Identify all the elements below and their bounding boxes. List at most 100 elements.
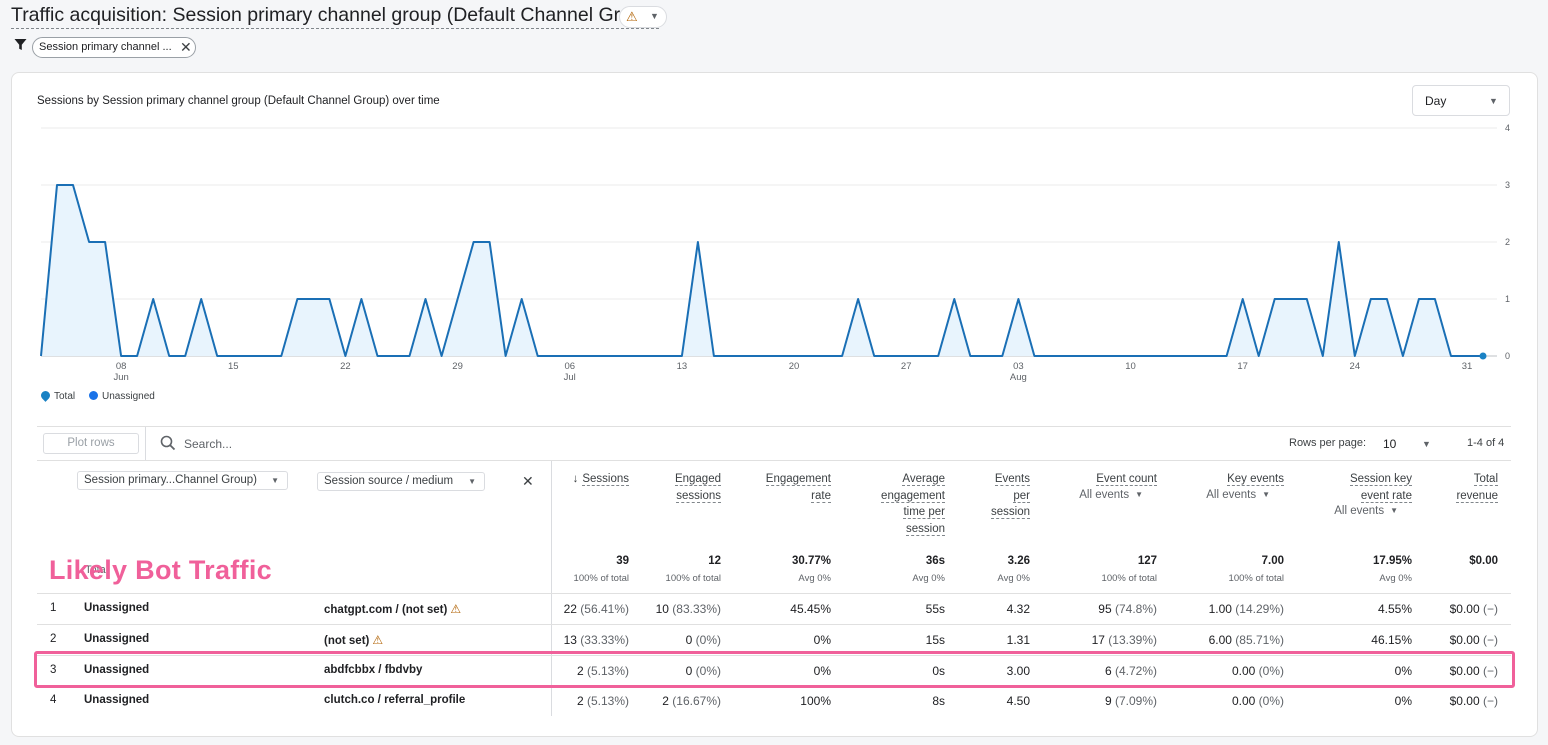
source-medium-text: chatgpt.com / (not set) bbox=[324, 604, 448, 616]
total-marker bbox=[1479, 352, 1487, 360]
metric-value: $0.00 bbox=[1449, 602, 1480, 616]
legend-unassigned[interactable]: Unassigned bbox=[89, 391, 155, 402]
event-filter-select[interactable]: All events ▼ bbox=[1144, 489, 1284, 501]
metric-cell: 1.31 bbox=[900, 633, 1030, 647]
column-header-label: time per bbox=[903, 506, 945, 519]
secondary-dimension-select[interactable]: Session source / medium ▼ bbox=[317, 472, 485, 491]
metric-value: 6 bbox=[1104, 664, 1112, 678]
bot-traffic-annotation: Likely Bot Traffic bbox=[49, 555, 272, 585]
title-warning-button[interactable]: ⚠ ▼ bbox=[619, 6, 667, 28]
metric-cell: 22 (56.41%) bbox=[499, 602, 629, 616]
source-medium-cell[interactable]: chatgpt.com / (not set) ⚠ bbox=[324, 602, 461, 616]
total-subtext: 100% of total bbox=[1228, 573, 1284, 584]
metric-value: 10 bbox=[655, 602, 669, 616]
metric-value: 13 bbox=[563, 633, 577, 647]
source-medium-cell[interactable]: clutch.co / referral_profile bbox=[324, 694, 465, 706]
metric-percent: (−) bbox=[1479, 633, 1498, 647]
metric-value: 55s bbox=[925, 602, 945, 616]
source-medium-cell[interactable]: (not set) ⚠ bbox=[324, 633, 383, 647]
close-icon[interactable]: ✕ bbox=[180, 39, 192, 55]
metric-cell: 0.00 (0%) bbox=[1154, 694, 1284, 708]
metric-value: 0.00 bbox=[1231, 694, 1256, 708]
metric-cell: 4.55% bbox=[1282, 602, 1412, 616]
metric-cell: 0s bbox=[815, 664, 945, 678]
metric-value: $0.00 bbox=[1449, 664, 1480, 678]
caret-down-icon: ▼ bbox=[1262, 489, 1270, 499]
metric-cell: $0.00 (−) bbox=[1368, 664, 1498, 678]
metric-value: 22 bbox=[563, 602, 577, 616]
x-tick-label: 06 bbox=[564, 361, 575, 372]
metric-cell: 46.15% bbox=[1282, 633, 1412, 647]
metric-cell: $0.00 (−) bbox=[1368, 602, 1498, 616]
filter-chip[interactable]: Session primary channel ... ✕ bbox=[32, 37, 196, 58]
column-header[interactable]: Engagement rate bbox=[691, 471, 831, 504]
metric-cell: 2 (5.13%) bbox=[499, 694, 629, 708]
metric-cell: 0 (0%) bbox=[591, 633, 721, 647]
metric-percent: (13.39%) bbox=[1104, 633, 1157, 647]
column-header[interactable]: Event count bbox=[1017, 471, 1157, 488]
column-header-label: per bbox=[1013, 489, 1030, 503]
search-input[interactable]: Search... bbox=[184, 437, 233, 451]
row-index: 1 bbox=[50, 602, 57, 614]
warning-icon[interactable]: ⚠ bbox=[450, 602, 462, 616]
column-header[interactable]: Events per session bbox=[890, 471, 1030, 521]
caret-down-icon: ▼ bbox=[1489, 96, 1498, 106]
metric-cell: 0 (0%) bbox=[591, 664, 721, 678]
metric-cell: 0% bbox=[701, 664, 831, 678]
total-value: 7.00 bbox=[1261, 555, 1284, 567]
event-filter-value: All events bbox=[1334, 505, 1385, 517]
legend-total[interactable]: Total bbox=[39, 389, 75, 402]
close-icon[interactable]: ✕ bbox=[522, 473, 534, 489]
event-filter-select[interactable]: All events ▼ bbox=[1272, 505, 1412, 517]
source-medium-cell[interactable]: abdfcbbx / fbdvby bbox=[324, 664, 422, 676]
column-header[interactable]: Total revenue bbox=[1358, 471, 1498, 504]
channel-group-cell[interactable]: Unassigned bbox=[84, 664, 150, 676]
caret-down-icon: ▼ bbox=[468, 477, 476, 486]
granularity-select[interactable]: Day ▼ bbox=[1412, 85, 1510, 116]
metric-percent: (4.72%) bbox=[1111, 664, 1157, 678]
column-header[interactable]: Average engagement time per session bbox=[805, 471, 945, 537]
x-tick-label: 31 bbox=[1462, 361, 1473, 372]
column-header[interactable]: Key events bbox=[1144, 471, 1284, 488]
metric-cell: 17 (13.39%) bbox=[1027, 633, 1157, 647]
caret-down-icon[interactable]: ▼ bbox=[1422, 439, 1431, 449]
page-title[interactable]: Traffic acquisition: Session primary cha… bbox=[11, 4, 660, 29]
y-tick-label: 0 bbox=[1505, 351, 1510, 361]
channel-group-cell[interactable]: Unassigned bbox=[84, 602, 150, 614]
warning-icon: ⚠ bbox=[626, 9, 638, 24]
column-header-label: event rate bbox=[1360, 489, 1412, 503]
rows-per-page-select[interactable]: 10 bbox=[1383, 437, 1397, 451]
metric-percent: (16.67%) bbox=[668, 694, 721, 708]
channel-group-cell[interactable]: Unassigned bbox=[84, 694, 150, 706]
metric-value: 45.45% bbox=[790, 602, 831, 616]
metric-value: $0.00 bbox=[1449, 633, 1480, 647]
metric-cell: 6.00 (85.71%) bbox=[1154, 633, 1284, 647]
column-header-label: Average bbox=[902, 473, 945, 486]
total-value: 30.77% bbox=[791, 555, 831, 567]
series-dot-icon bbox=[89, 391, 98, 400]
metric-cell: 1.00 (14.29%) bbox=[1154, 602, 1284, 616]
column-header[interactable]: Engaged sessions bbox=[581, 471, 721, 504]
metric-cell: 8s bbox=[815, 694, 945, 708]
column-header[interactable]: ↓ Sessions bbox=[489, 471, 629, 488]
metric-cell: 15s bbox=[815, 633, 945, 647]
primary-dimension-select[interactable]: Session primary...Channel Group) ▼ bbox=[77, 471, 288, 490]
metric-percent: (74.8%) bbox=[1111, 602, 1157, 616]
total-subtext: Avg 0% bbox=[912, 573, 945, 584]
column-header-label: Key events bbox=[1227, 473, 1284, 486]
warning-icon[interactable]: ⚠ bbox=[372, 633, 384, 647]
column-header-label: engagement bbox=[881, 489, 945, 503]
filter-icon[interactable] bbox=[14, 38, 27, 56]
metric-percent: (0%) bbox=[692, 633, 721, 647]
column-header-label: session bbox=[991, 506, 1030, 519]
search-icon[interactable] bbox=[160, 435, 176, 456]
metric-cell: 3.00 bbox=[900, 664, 1030, 678]
total-subtext: Avg 0% bbox=[997, 573, 1030, 584]
x-tick-label: 13 bbox=[677, 361, 688, 372]
event-filter-select[interactable]: All events ▼ bbox=[1017, 489, 1157, 501]
metric-percent: (5.13%) bbox=[583, 694, 629, 708]
column-header-label: sessions bbox=[676, 489, 721, 503]
column-header[interactable]: Session key event rate bbox=[1272, 471, 1412, 504]
channel-group-cell[interactable]: Unassigned bbox=[84, 633, 150, 645]
plot-rows-button[interactable]: Plot rows bbox=[43, 433, 139, 454]
